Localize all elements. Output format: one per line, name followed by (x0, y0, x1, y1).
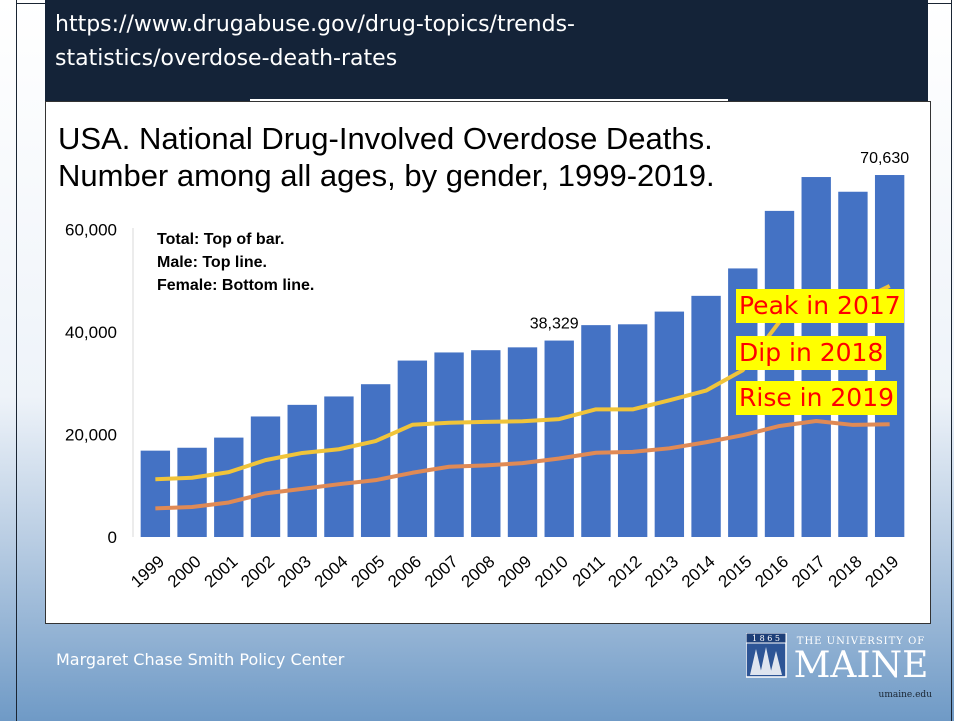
source-url-banner (45, 0, 928, 101)
bar-total-2012 (617, 324, 648, 537)
logo-url: umaine.edu (879, 690, 933, 700)
x-tick-label-2011: 2011 (569, 552, 609, 591)
bar-total-2014 (691, 295, 721, 537)
x-tick-label-2014: 2014 (678, 552, 719, 591)
bar-total-2013 (654, 311, 685, 537)
x-tick-label-2001: 2001 (201, 552, 242, 591)
bar-total-2000 (177, 447, 207, 537)
annotation-dip: Dip in 2018 (736, 336, 887, 370)
umaine-logo: 1 8 6 5 THE UNIVERSITY OF MAINE umaine.e… (746, 633, 933, 700)
bar-total-2011 (581, 325, 611, 537)
chart-title: USA. National Drug-Involved Overdose Dea… (58, 120, 838, 194)
bar-total-2010 (544, 340, 574, 537)
x-tick-label-2002: 2002 (237, 552, 278, 591)
bar-total-2002 (250, 416, 281, 537)
data-label-2010: 38,329 (530, 316, 579, 333)
bar-total-2006 (397, 360, 428, 537)
x-tick-label-2003: 2003 (274, 552, 315, 591)
y-tick-label: 0 (108, 528, 117, 547)
bar-total-2003 (287, 404, 317, 537)
legend-note-male: Male: Top line. (157, 254, 267, 271)
y-tick-label: 40,000 (65, 323, 117, 342)
legend-note-female: Female: Bottom line. (157, 277, 315, 294)
x-tick-label-2016: 2016 (751, 552, 792, 591)
x-tick-label-2007: 2007 (421, 552, 462, 591)
x-tick-label-2006: 2006 (384, 552, 425, 591)
logo-top-text: THE UNIVERSITY OF (797, 636, 925, 647)
x-tick-label-2010: 2010 (531, 552, 572, 591)
chart-title-line-2: Number among all ages, by gender, 1999-2… (58, 158, 715, 193)
line-female (155, 418, 890, 511)
legend-note-total: Total: Top of bar. (157, 231, 285, 248)
chart-title-line-1: USA. National Drug-Involved Overdose Dea… (58, 121, 713, 156)
source-url-line-2: statistics/overdose-death-rates (55, 46, 398, 71)
annotation-rise: Rise in 2019 (736, 381, 898, 415)
annotation-peak: Peak in 2017 (736, 289, 904, 323)
x-tick-label-2000: 2000 (164, 552, 205, 591)
bar-total-2009 (507, 347, 538, 537)
bar-total-2016 (764, 210, 795, 538)
source-url: https://www.drugabuse.gov/drug-topics/tr… (55, 8, 755, 76)
slide-border-left (16, 0, 17, 721)
bar-total-2008 (471, 350, 501, 537)
x-tick-label-2009: 2009 (494, 552, 535, 591)
x-tick-label-2013: 2013 (641, 552, 682, 591)
bar-total-2007 (434, 352, 464, 537)
bar-total-2004 (324, 396, 354, 537)
x-tick-label-1999: 1999 (127, 552, 168, 591)
legend-notes: Total: Top of bar. Male: Top line. Femal… (157, 228, 314, 297)
x-tick-label-2004: 2004 (311, 552, 352, 591)
x-tick-label-2005: 2005 (347, 552, 388, 591)
x-tick-label-2019: 2019 (861, 552, 902, 591)
y-tick-label: 60,000 (65, 221, 117, 240)
slide-border-right (951, 0, 952, 721)
chart-panel: 60,000 40,000 20,000 0 1999 2000 2001 2002 2003 2… (45, 101, 931, 624)
bar-total-1999 (140, 450, 171, 537)
footer-org: Margaret Chase Smith Policy Center (56, 650, 345, 669)
x-tick-label-2017: 2017 (788, 552, 829, 591)
source-url-line-1: https://www.drugabuse.gov/drug-topics/tr… (55, 12, 575, 37)
bar-total-2005 (360, 384, 391, 537)
x-tick-label-2015: 2015 (715, 552, 756, 591)
logo-name: MAINE (794, 645, 929, 686)
data-label-2019: 70,630 (860, 150, 909, 167)
y-tick-label: 20,000 (65, 426, 117, 445)
x-tick-label-2012: 2012 (604, 552, 645, 591)
x-tick-label-2018: 2018 (825, 552, 866, 591)
bar-total-2001 (214, 437, 244, 537)
logo-year: 1 8 6 5 (752, 634, 780, 643)
x-tick-label-2008: 2008 (458, 552, 499, 591)
